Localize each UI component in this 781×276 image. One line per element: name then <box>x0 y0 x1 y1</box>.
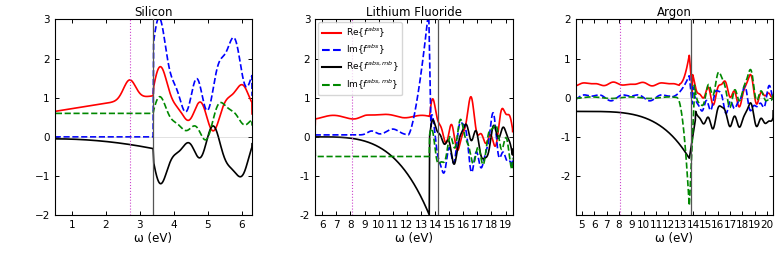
Title: Lithium Fluoride: Lithium Fluoride <box>366 6 462 19</box>
Legend: Re$\{f^{abs}\}$, Im$\{f^{abs}\}$, Re$\{f^{abs,mb}\}$, Im$\{f^{abs,mb}\}$: Re$\{f^{abs}\}$, Im$\{f^{abs}\}$, Re$\{f… <box>318 22 402 95</box>
X-axis label: ω (eV): ω (eV) <box>395 232 433 245</box>
Title: Argon: Argon <box>657 6 692 19</box>
X-axis label: ω (eV): ω (eV) <box>655 232 694 245</box>
X-axis label: ω (eV): ω (eV) <box>134 232 173 245</box>
Title: Silicon: Silicon <box>134 6 173 19</box>
